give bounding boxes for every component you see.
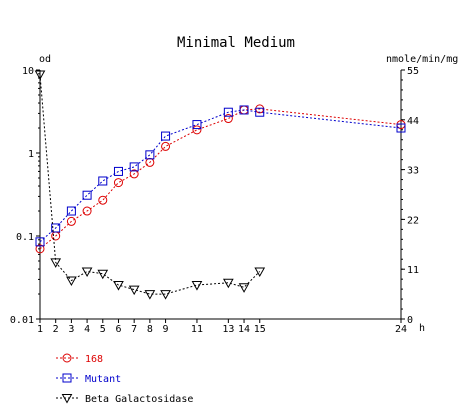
data-point	[50, 258, 62, 268]
left-tick-label: 10	[22, 66, 34, 77]
right-tick-label: 44	[407, 116, 419, 127]
data-point	[113, 166, 123, 176]
legend-marker	[62, 373, 72, 383]
data-point	[239, 105, 249, 115]
data-point	[255, 107, 265, 117]
series-0	[35, 104, 406, 254]
data-point	[223, 107, 233, 117]
data-point	[129, 162, 139, 172]
legend-item: Mutant	[56, 373, 121, 385]
series-line	[39, 108, 402, 250]
series-line	[39, 109, 402, 243]
data-point	[34, 70, 46, 81]
x-axis-label: h	[419, 323, 425, 334]
right-tick-label: 22	[407, 215, 419, 226]
x-tick-label: 13	[222, 324, 234, 335]
data-point	[98, 176, 108, 186]
legend-marker	[62, 353, 72, 363]
x-tick-label: 11	[191, 324, 203, 335]
data-point	[113, 281, 124, 291]
left-tick-label: 1	[28, 149, 34, 160]
right-tick-label: 33	[407, 166, 419, 177]
legend: 168 Mutant Beta Galactosidase	[56, 353, 193, 405]
data-point	[160, 290, 171, 300]
right-tick-label: 0	[407, 315, 413, 326]
data-point	[97, 269, 109, 280]
data-point	[396, 123, 406, 133]
x-tick-label: 9	[163, 324, 169, 335]
data-point	[81, 267, 93, 277]
data-point	[82, 206, 92, 216]
data-point	[192, 120, 202, 130]
data-point	[192, 125, 202, 135]
data-point	[129, 169, 139, 179]
legend-label: Beta Galactosidase	[85, 394, 193, 405]
x-tick-label: 2	[53, 324, 59, 335]
data-point	[144, 290, 156, 300]
right-tick-label: 11	[407, 265, 419, 276]
data-point	[223, 114, 233, 124]
data-point	[113, 178, 123, 188]
data-point	[222, 278, 234, 289]
data-point	[35, 244, 45, 254]
data-point	[66, 216, 76, 226]
data-point	[66, 276, 77, 287]
data-point	[128, 285, 140, 296]
legend-item: Beta Galactosidase	[56, 394, 193, 405]
x-tick-label: 6	[115, 324, 121, 335]
right-axis-label: nmole/min/mg	[386, 54, 458, 65]
legend-label: Mutant	[85, 374, 121, 385]
data-point	[191, 281, 203, 291]
data-point	[66, 206, 76, 216]
legend-marker	[61, 394, 73, 404]
x-tick-label: 4	[84, 324, 90, 335]
x-tick-label: 3	[68, 324, 74, 335]
x-tick-label: 8	[147, 324, 153, 335]
data-point	[161, 131, 171, 141]
left-axis-label: od	[39, 54, 51, 65]
x-tick-label: 24	[395, 324, 407, 335]
x-tick-label: 5	[100, 324, 106, 335]
chart-title: Minimal Medium	[177, 35, 295, 51]
x-tick-label: 1	[37, 324, 43, 335]
data-point	[35, 237, 45, 247]
data-point	[145, 150, 155, 160]
x-tick-label: 15	[254, 324, 266, 335]
legend-item: 168	[56, 353, 103, 365]
series-line	[39, 74, 261, 295]
series-2	[34, 70, 266, 300]
data-point	[51, 223, 61, 233]
left-tick-label: 0.01	[10, 315, 34, 326]
legend-label: 168	[85, 354, 103, 365]
right-tick-label: 55	[407, 66, 419, 77]
data-point	[82, 190, 92, 200]
left-tick-label: 0.1	[16, 232, 34, 243]
x-tick-label: 7	[131, 324, 137, 335]
data-point	[238, 283, 250, 293]
series-layer	[34, 70, 406, 300]
data-point	[98, 195, 108, 205]
data-point	[254, 267, 266, 277]
data-point	[161, 141, 171, 151]
x-tick-label: 14	[238, 324, 250, 335]
series-1	[35, 105, 406, 247]
